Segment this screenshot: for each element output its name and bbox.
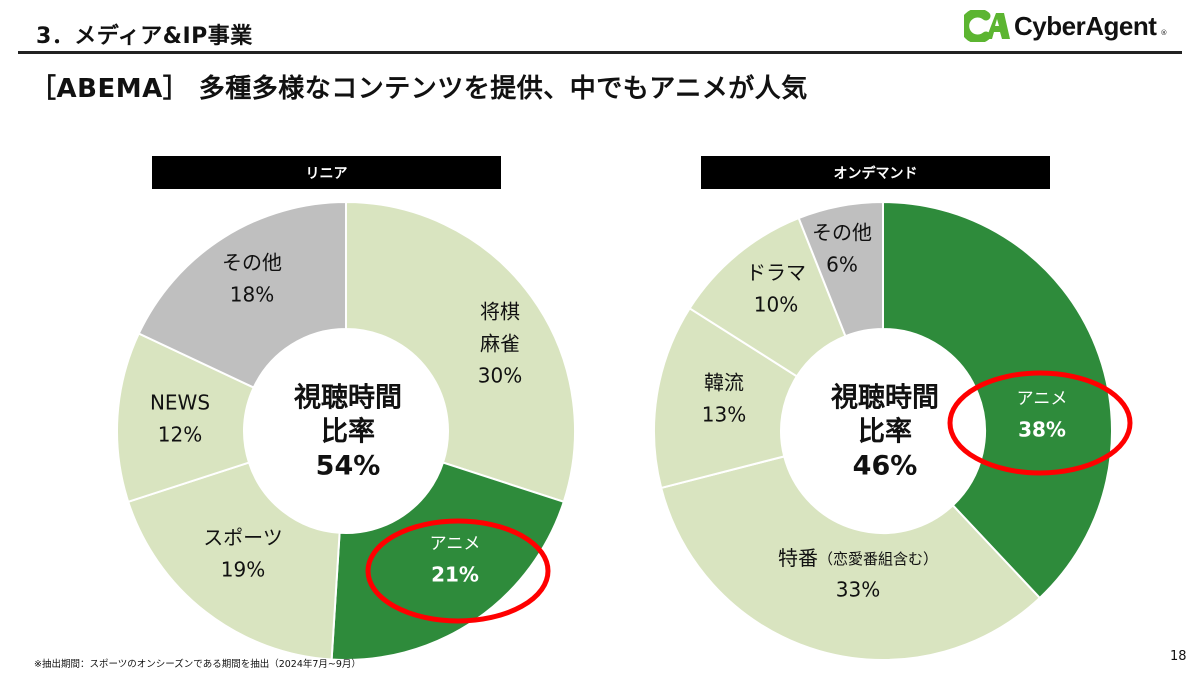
slice-category-label: ドラマ [746,261,806,285]
slice-value-label: 33% [836,578,880,602]
center-label: 比率 [858,416,912,448]
highlight-ellipse [947,370,1133,476]
slice-category-label: アニメ [1017,389,1068,409]
donut-slice [137,200,347,389]
slice-value-label: 38% [1018,418,1066,442]
slice-category-label: 将棋 [480,300,520,324]
slice-category-label: その他 [812,221,872,245]
center-label: 比率 [321,416,375,448]
slice-value-label: 19% [221,558,265,582]
slice-category-label: その他 [222,251,282,275]
highlight-ellipse [365,518,551,624]
slice-value-label: 10% [754,293,798,317]
chart-header-linear: リニア [152,156,501,189]
slice-value-label: 6% [826,253,858,277]
slice-category-label: 麻雀 [480,332,520,356]
center-label: 54% [316,451,381,482]
slice-value-label: 21% [431,563,479,587]
donut-slice [126,461,341,661]
slice-value-label: 13% [702,403,746,427]
slice-category-label: 韓流 [704,371,744,395]
center-label: 視聴時間 [294,383,402,414]
center-label: 視聴時間 [831,383,939,414]
chart-header-on-demand: オンデマンド [701,156,1050,189]
page-number: 18 [1170,649,1187,664]
slice-category-label: スポーツ [203,526,283,550]
slice-category-label: 特番（恋愛番組含む） [778,546,938,570]
donut-slice [797,200,884,338]
donut-chart-on-demand: アニメ 38% 特番（恋愛番組含む） 33% 韓流 13% ドラマ 10% その他 6% 視聴時間比… [653,200,1133,661]
header-divider [18,51,1182,54]
slice-category-label: アニメ [430,534,481,554]
slice-value-label: 18% [230,283,274,307]
slide-title: ［ABEMA］ 多種多様なコンテンツを提供、中でもアニメが人気 [30,74,808,104]
center-label: 46% [853,451,918,482]
slice-category-label: NEWS [150,391,210,415]
logo-registered-mark: ® [1160,29,1168,37]
logo-text: CyberAgent [1014,10,1157,41]
section-title: 3．メディア&IP事業 [36,24,253,49]
ca-logo-icon [964,10,1010,42]
donut-slice [882,200,1113,600]
donut-slice [345,200,576,504]
donut-slice [330,461,566,661]
cyberagent-logo: CyberAgent ® [964,10,1167,42]
slice-value-label: 30% [478,364,522,388]
slice-value-label: 12% [158,423,202,447]
donut-slice [653,306,799,490]
footnote: ※抽出期間：スポーツのオンシーズンである期間を抽出（2024年7月~9月） [34,659,361,670]
donut-slice [659,455,1042,661]
